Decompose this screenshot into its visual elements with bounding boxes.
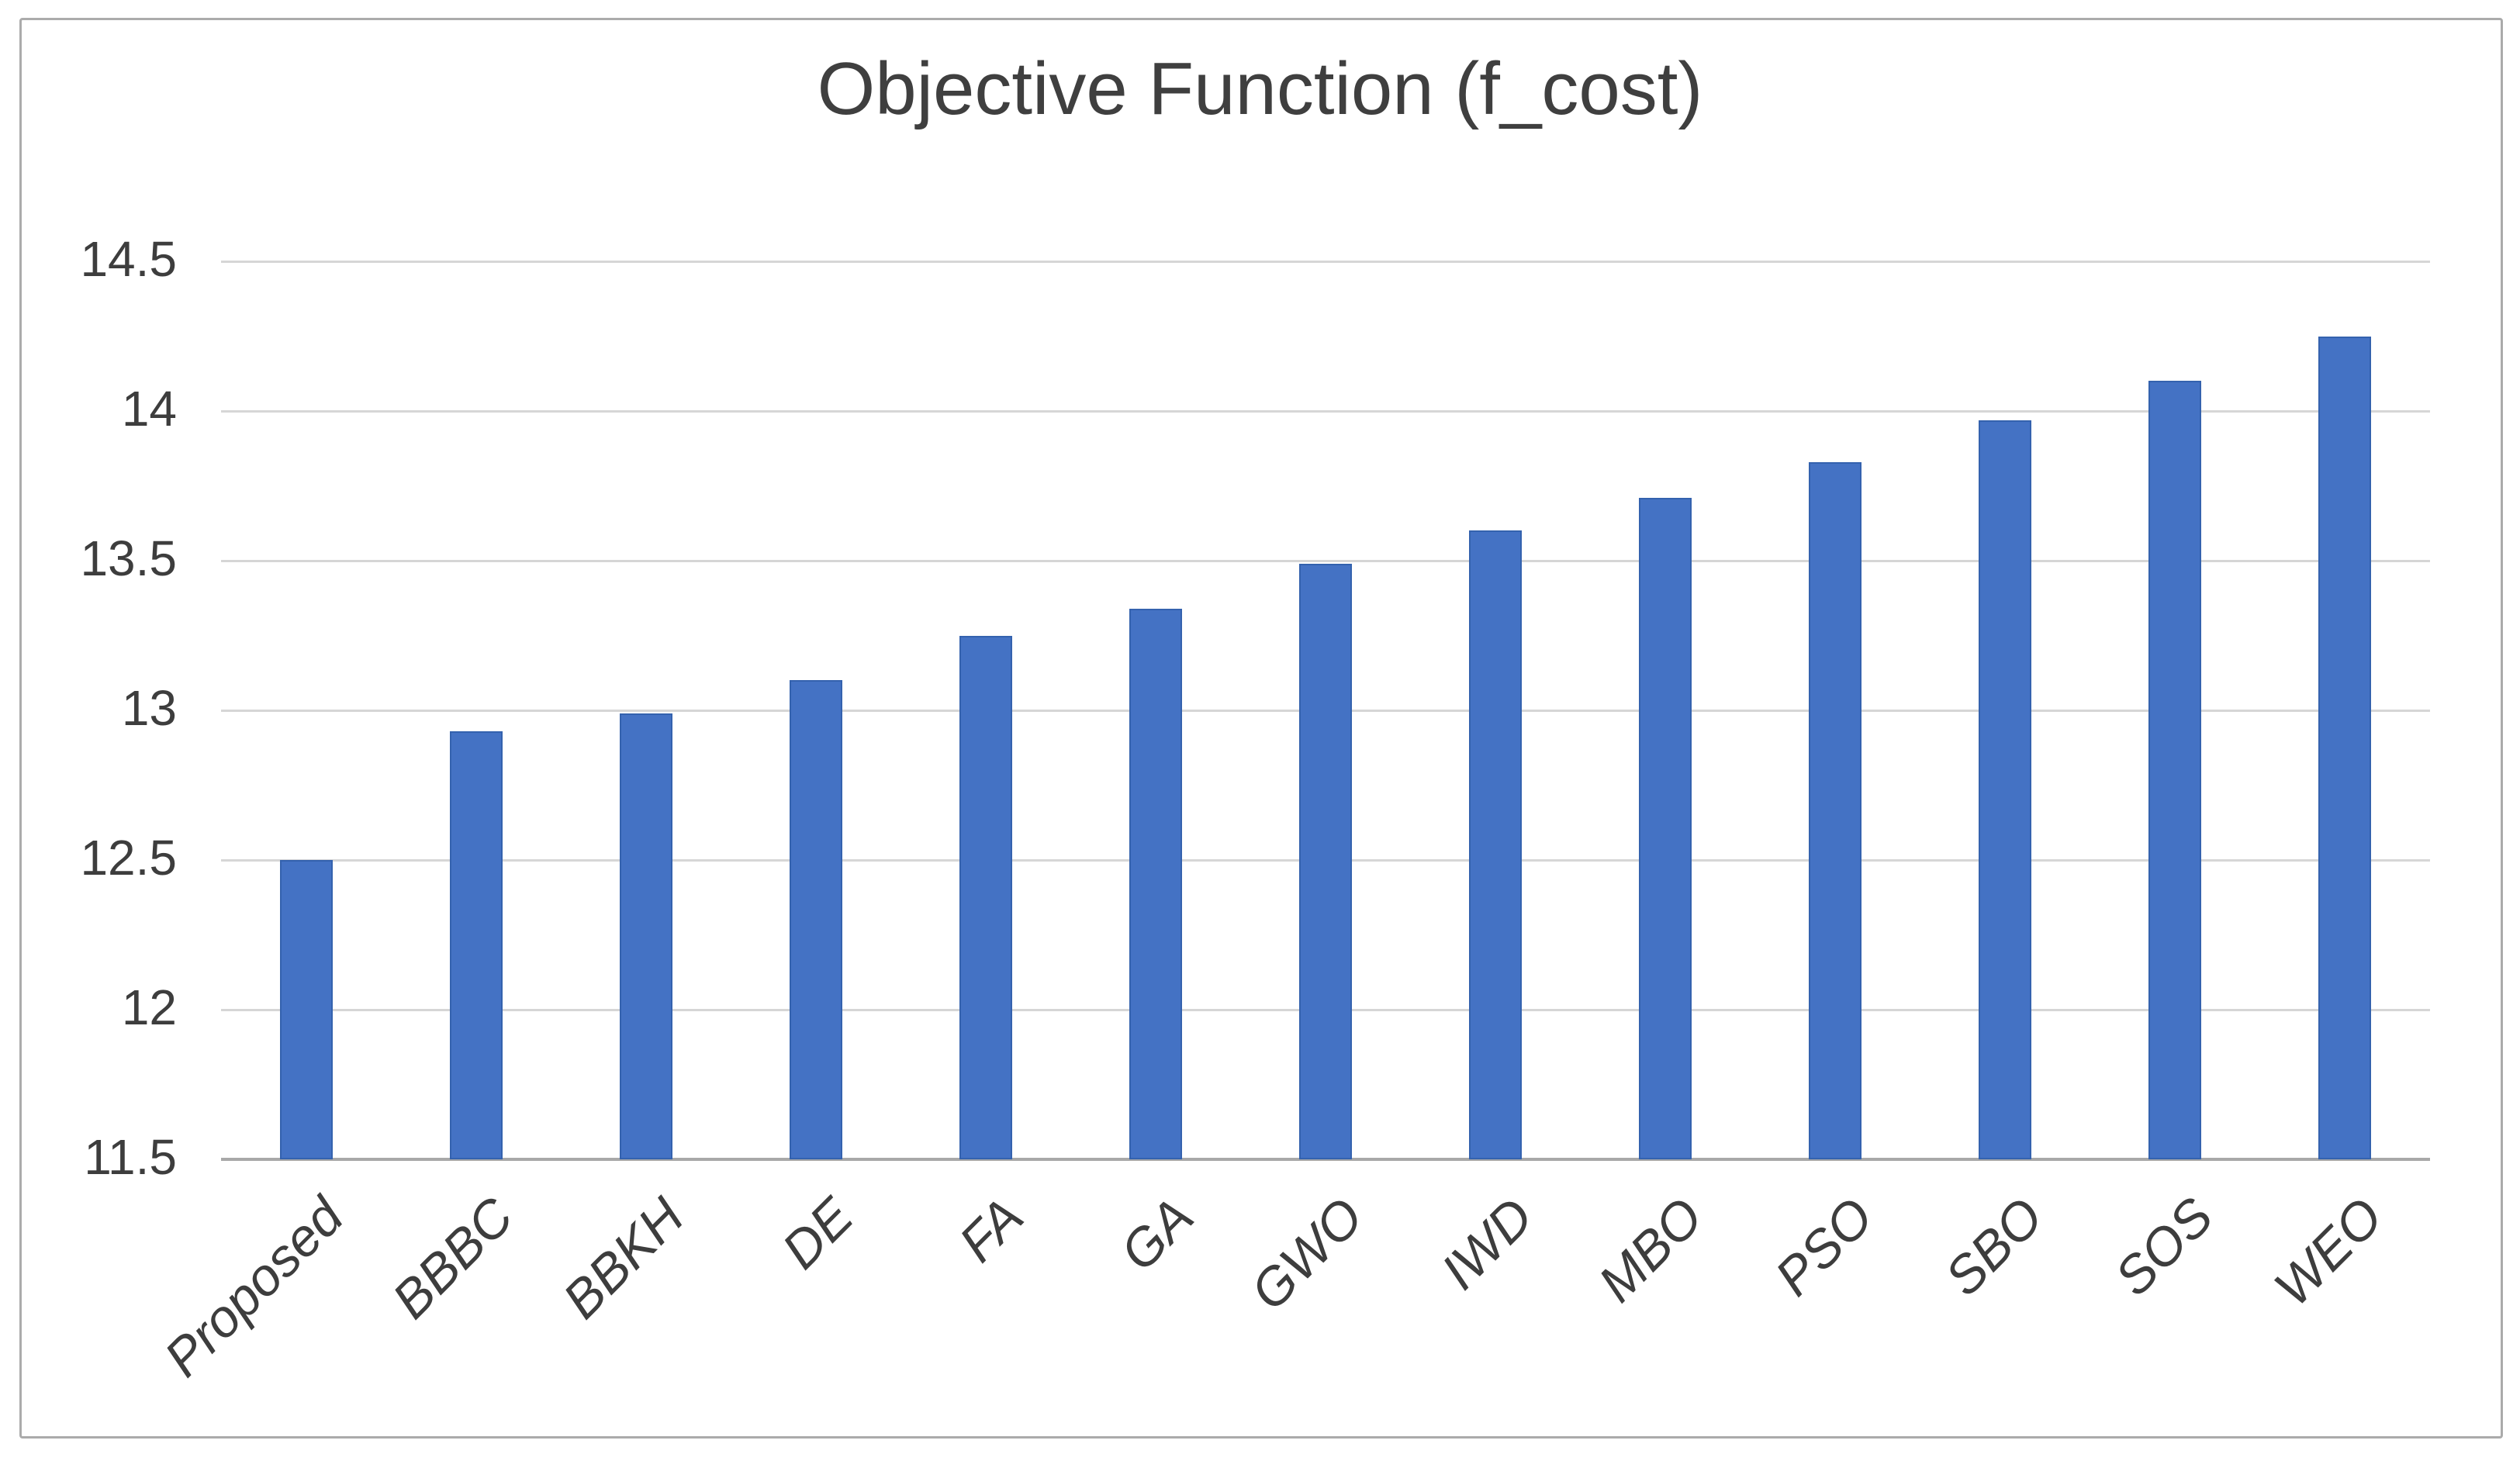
y-tick-label: 14: [121, 381, 177, 437]
y-tick-label: 13.5: [80, 530, 177, 586]
bar-IWD: [1469, 530, 1523, 1159]
bar-MBO: [1639, 497, 1692, 1159]
bar-SOS: [2148, 381, 2202, 1159]
bar-GA: [1129, 608, 1182, 1159]
y-tick-label: 14.5: [80, 231, 177, 287]
bar-SBO: [1979, 420, 2032, 1159]
figure-border: [19, 18, 2503, 1439]
gridline: [221, 261, 2430, 263]
x-axis-line: [221, 1158, 2430, 1161]
y-tick-label: 12: [121, 979, 177, 1035]
bar-WEO: [2318, 336, 2372, 1159]
y-tick-label: 12.5: [80, 830, 177, 886]
bar-BBKH: [619, 713, 672, 1159]
y-tick-label: 11.5: [84, 1129, 177, 1185]
chart-title: Objective Function (f_cost): [817, 47, 1703, 130]
bar-PSO: [1809, 461, 1862, 1159]
bar-FA: [959, 635, 1012, 1159]
bar-GWO: [1299, 563, 1352, 1159]
y-tick-label: 13: [121, 680, 177, 736]
bar-Proposed: [279, 860, 333, 1159]
gridline: [221, 560, 2430, 562]
bar-DE: [789, 680, 842, 1159]
gridline: [221, 410, 2430, 413]
bar-BBBC: [449, 731, 503, 1159]
